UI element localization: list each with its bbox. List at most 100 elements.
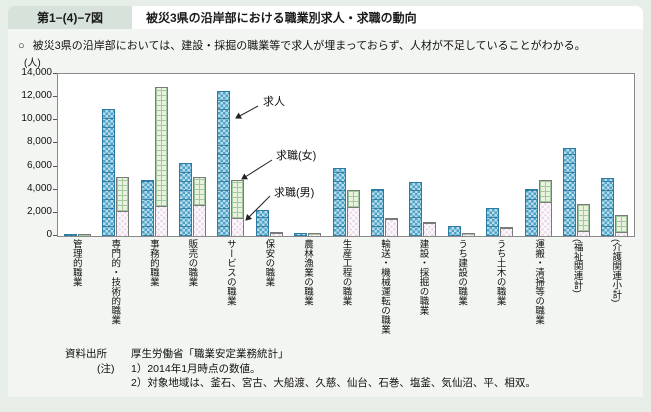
bar-kyujin <box>102 109 116 236</box>
y-tick-mark <box>53 96 57 97</box>
figure-number: 第1−(4)−7図 <box>8 6 132 29</box>
bar-kyushoku-stack <box>192 177 206 236</box>
bar-kyujin <box>255 210 269 236</box>
x-category-label: 運搬・清掃等の職業 <box>533 239 545 325</box>
bar-kyushoku-stack <box>500 227 514 236</box>
x-category-label: サービスの職業 <box>224 239 236 306</box>
bar-kyushoku-stack <box>423 222 437 236</box>
y-tick-label: 2,000 <box>26 205 52 217</box>
segment-kyushoku-male <box>232 219 244 236</box>
bar-kyujin <box>63 234 77 236</box>
bar-group <box>58 74 96 236</box>
note-label: (注) <box>97 362 115 375</box>
bar-kyujin <box>486 208 500 236</box>
y-tick-mark <box>53 119 57 120</box>
bar-kyushoku-stack <box>615 215 629 236</box>
x-category-label: 管理的職業 <box>70 239 82 287</box>
segment-kyushoku-female <box>232 181 244 219</box>
x-label-cell: 専門的・技術的職業 <box>96 239 135 347</box>
y-tick-mark <box>53 212 57 213</box>
note1-text: 1）2014年1月時点の数値。 <box>131 362 261 375</box>
segment-kyushoku-male <box>577 232 589 236</box>
arrow-kyushoku-onna <box>241 159 273 180</box>
x-label-cell: 販売の職業 <box>173 239 212 347</box>
segment-kyushoku-male <box>424 224 436 236</box>
bar-group <box>404 74 442 236</box>
arrow-kyushoku-otoko <box>245 195 271 221</box>
segment-kyushoku-female <box>347 191 359 208</box>
x-category-label: (福祉関連計) <box>571 239 583 293</box>
x-category-label: 専門的・技術的職業 <box>109 239 121 325</box>
segment-kyushoku-female <box>539 181 551 203</box>
segment-kyushoku-female <box>424 223 436 224</box>
bar-kyushoku-stack <box>116 177 130 236</box>
x-label-cell: (介護関連小計) <box>596 239 635 347</box>
x-label-cell: 管理的職業 <box>57 239 96 347</box>
bar-group <box>480 74 518 236</box>
segment-kyushoku-female <box>155 88 167 207</box>
y-tick-label: 8,000 <box>26 136 52 148</box>
segment-kyushoku-male <box>193 206 205 236</box>
x-label-cell: サービスの職業 <box>211 239 250 347</box>
x-label-cell: 輸送・機械運転の職業 <box>365 239 404 347</box>
source-label: 資料出所 <box>65 348 107 360</box>
segment-kyushoku-female <box>78 235 90 236</box>
x-label-cell: (福祉関連計) <box>558 239 597 347</box>
segment-kyushoku-female <box>577 205 589 232</box>
y-tick-mark <box>53 189 57 190</box>
bar-kyujin <box>178 163 192 236</box>
segment-kyushoku-female <box>309 234 321 235</box>
circle-bullet-icon: ○ <box>18 40 25 52</box>
segment-kyushoku-male <box>385 220 397 236</box>
bar-group <box>173 74 211 236</box>
segment-kyushoku-male <box>270 234 282 236</box>
x-axis-labels: 管理的職業 専門的・技術的職業 事務的職業 販売の職業 サービスの職業 保安の職業 農林漁業… <box>57 239 635 347</box>
segment-kyushoku-male <box>462 235 474 236</box>
x-category-label: 農林漁業の職業 <box>301 239 313 306</box>
x-category-label: (介護関連小計) <box>610 239 622 303</box>
segment-kyushoku-male <box>309 235 321 236</box>
y-tick-label: 6,000 <box>26 159 52 171</box>
bar-group <box>327 74 365 236</box>
y-tick-label: 14,000 <box>21 67 52 78</box>
bar-kyushoku-stack <box>77 234 91 236</box>
bar-group <box>135 74 173 236</box>
annotation-kyujin: 求人 <box>263 96 285 108</box>
x-label-cell: 農林漁業の職業 <box>288 239 327 347</box>
segment-kyushoku-male <box>501 229 513 236</box>
x-label-cell: うち建設の職業 <box>442 239 481 347</box>
bar-kyushoku-stack <box>346 190 360 236</box>
bar-group <box>596 74 634 236</box>
y-tick-mark <box>53 166 57 167</box>
y-tick-mark <box>53 235 57 236</box>
bar-kyujin <box>217 91 231 236</box>
source-row: 資料出所 厚生労働省「職業安定業務統計」 <box>65 347 536 362</box>
bar-group <box>557 74 595 236</box>
y-tick-label: 0 <box>46 229 52 240</box>
bar-group <box>96 74 134 236</box>
bar-kyujin <box>601 178 615 236</box>
bar-kyushoku-stack <box>576 204 590 236</box>
x-category-label: 事務的職業 <box>147 239 159 287</box>
y-tick-label: 12,000 <box>21 90 52 102</box>
bar-kyushoku-stack <box>308 233 322 236</box>
bar-groups <box>58 74 634 236</box>
x-label-cell: 運搬・清掃等の職業 <box>519 239 558 347</box>
figure-header: 第1−(4)−7図 被災3県の沿岸部における職業別求人・求職の動向 <box>8 6 643 29</box>
bar-kyushoku-stack <box>154 87 168 236</box>
x-label-cell: うち土木の職業 <box>481 239 520 347</box>
segment-kyushoku-female <box>193 178 205 206</box>
bar-kyujin <box>294 233 308 236</box>
segment-kyushoku-male <box>155 207 167 236</box>
y-tick-mark <box>53 142 57 143</box>
note2-text: 2）対象地域は、釜石、宮古、大船渡、久慈、仙台、石巻、塩釜、気仙沼、平、相双。 <box>131 377 536 389</box>
bar-kyujin <box>524 189 538 236</box>
segment-kyushoku-male <box>616 233 628 236</box>
bar-group <box>442 74 480 236</box>
bar-kyujin <box>140 180 154 236</box>
segment-kyushoku-female <box>501 228 513 229</box>
summary-text: 被災3県の沿岸部においては、建設・採掘の職業等で求人が埋まっておらず、人材が不足… <box>32 40 586 52</box>
segment-kyushoku-male <box>117 212 129 236</box>
summary-line: ○ 被災3県の沿岸部においては、建設・採掘の職業等で求人が埋まっておらず、人材が不… <box>18 37 586 53</box>
